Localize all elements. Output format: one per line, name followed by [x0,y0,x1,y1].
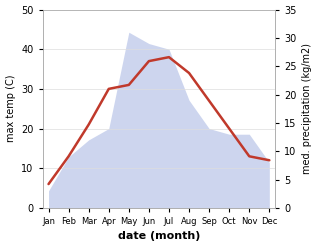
X-axis label: date (month): date (month) [118,231,200,242]
Y-axis label: max temp (C): max temp (C) [5,75,16,143]
Y-axis label: med. precipitation (kg/m2): med. precipitation (kg/m2) [302,43,313,174]
